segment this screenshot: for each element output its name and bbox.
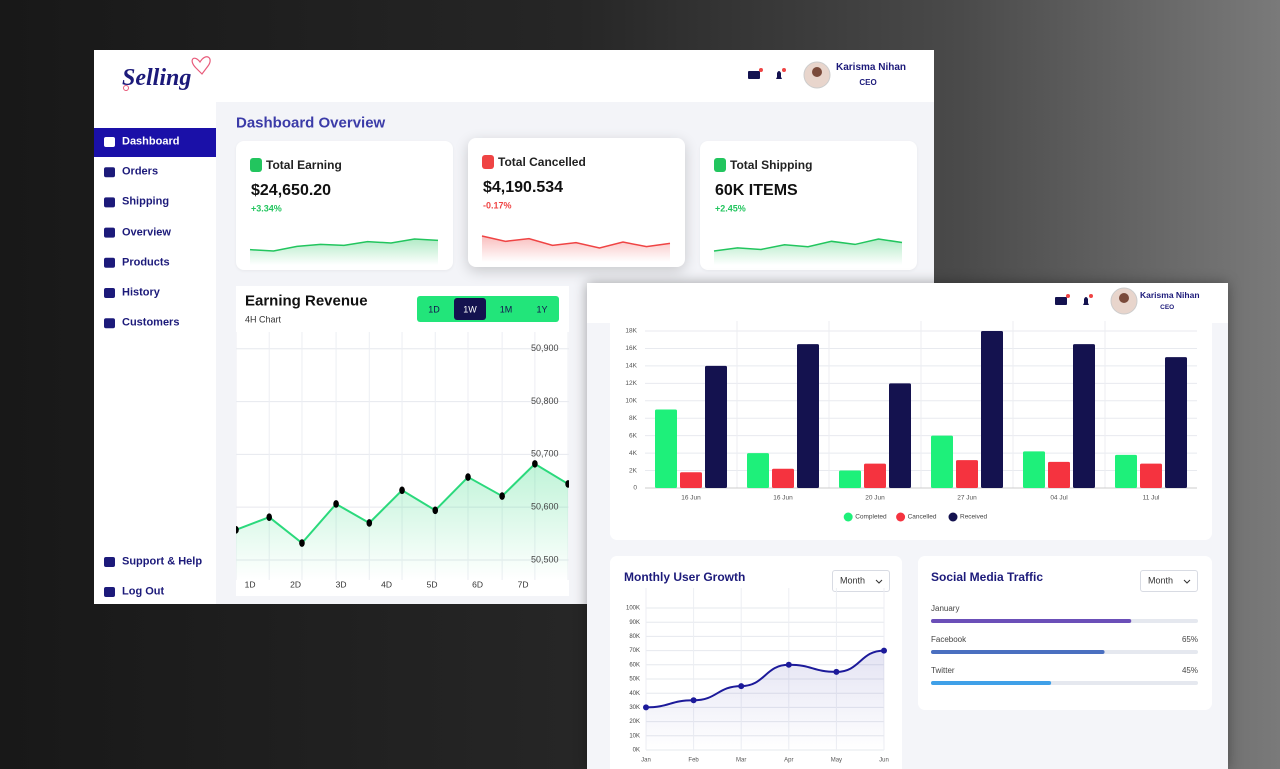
user-name: Karisma Nihan xyxy=(1140,289,1200,300)
user-role: CEO xyxy=(1160,303,1175,311)
window-header xyxy=(587,283,1228,323)
card-value: $24,650.20 xyxy=(251,182,332,199)
card-change: -0.17% xyxy=(483,200,512,211)
chart-title: Monthly User Growth xyxy=(624,570,746,584)
card-value: 60K ITEMS xyxy=(715,182,798,199)
range-button: 1W xyxy=(463,304,477,315)
page-title: Dashboard Overview xyxy=(236,114,386,132)
range-button: 1D xyxy=(428,304,440,315)
dropdown-label: Month xyxy=(1148,575,1174,586)
chart-title: Social Media Traffic xyxy=(931,570,1044,584)
user-name: Karisma Nihan xyxy=(836,62,907,73)
card-change: +2.45% xyxy=(715,203,746,214)
card-value: $4,190.534 xyxy=(483,179,564,196)
range-button-active[interactable] xyxy=(454,298,486,320)
nav-bottom-item: Support & Help xyxy=(122,555,203,568)
dropdown[interactable] xyxy=(1140,570,1198,592)
nav-item: Products xyxy=(122,256,170,269)
dropdown-label: Month xyxy=(840,575,866,586)
nav-item: Customers xyxy=(122,316,180,329)
range-buttons xyxy=(417,296,559,322)
user-role: CEO xyxy=(859,78,877,87)
card-change: +3.34% xyxy=(251,203,282,214)
card-title: Total Shipping xyxy=(730,158,813,172)
nav-item: Shipping xyxy=(122,195,170,208)
dropdown[interactable] xyxy=(832,570,890,592)
nav-item: Dashboard xyxy=(122,135,180,148)
panel xyxy=(610,323,1212,540)
chart-subtitle: 4H Chart xyxy=(245,314,282,325)
nav-item: Orders xyxy=(122,165,159,178)
nav-item: History xyxy=(122,286,160,299)
range-button: 1M xyxy=(499,304,513,315)
card-title: Total Earning xyxy=(266,158,342,172)
card-title: Total Cancelled xyxy=(498,155,586,169)
logo: Selling xyxy=(122,65,192,91)
range-button: 1Y xyxy=(536,304,548,315)
panel xyxy=(236,286,569,596)
nav-bottom-item: Log Out xyxy=(122,585,165,598)
nav-item: Overview xyxy=(122,226,171,239)
chart-title: Earning Revenue xyxy=(245,292,368,310)
